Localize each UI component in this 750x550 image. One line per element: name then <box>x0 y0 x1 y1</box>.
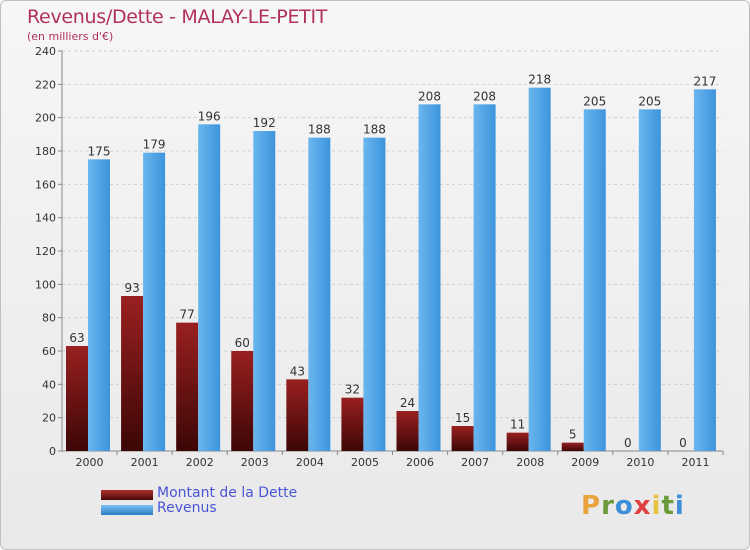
logo-letter: r <box>601 491 615 521</box>
y-tick-label: 120 <box>35 245 56 258</box>
data-label-revenus: 208 <box>418 89 441 103</box>
bar-dette <box>561 442 584 451</box>
data-label-dette: 0 <box>679 436 687 450</box>
y-tick-label: 0 <box>49 445 56 458</box>
data-label-revenus: 196 <box>198 109 221 123</box>
data-label-revenus: 217 <box>693 74 716 88</box>
chart-subtitle: (en milliers d'€) <box>27 30 114 43</box>
data-label-dette: 43 <box>290 364 305 378</box>
x-tick-label: 2008 <box>516 456 544 469</box>
bar-revenus <box>88 159 110 452</box>
bar-dette <box>396 411 419 451</box>
x-tick-label: 2007 <box>461 456 489 469</box>
x-tick-label: 2005 <box>351 456 379 469</box>
data-label-dette: 93 <box>124 281 139 295</box>
x-tick-label: 2003 <box>241 456 269 469</box>
bar-dette <box>66 346 88 451</box>
data-label-revenus: 205 <box>583 94 606 108</box>
bar-dette <box>286 379 309 451</box>
legend-label-revenus: Revenus <box>157 500 217 516</box>
proxiti-logo: Proxiti <box>581 491 685 521</box>
data-label-dette: 32 <box>345 383 360 397</box>
data-label-dette: 11 <box>510 418 525 432</box>
data-label-revenus: 192 <box>253 116 276 130</box>
logo-letter: i <box>651 491 662 521</box>
x-tick-label: 2011 <box>681 456 709 469</box>
data-label-dette: 24 <box>400 396 415 410</box>
data-label-dette: 77 <box>180 308 195 322</box>
data-label-dette: 5 <box>569 428 577 442</box>
x-tick-label: 2010 <box>626 456 654 469</box>
legend-swatch-dette <box>101 490 153 500</box>
bar-dette <box>451 426 474 451</box>
y-tick-label: 180 <box>35 145 56 158</box>
bar-revenus <box>528 87 551 452</box>
chart-title: Revenus/Dette - MALAY-LE-PETIT <box>27 6 328 28</box>
data-label-revenus: 205 <box>638 94 661 108</box>
logo-letter: P <box>581 491 602 521</box>
data-label-revenus: 208 <box>473 89 496 103</box>
data-label-revenus: 188 <box>363 123 386 137</box>
bar-revenus <box>253 131 276 451</box>
data-label-revenus: 179 <box>143 138 166 152</box>
bar-revenus <box>638 109 661 451</box>
bar-dette <box>231 351 254 451</box>
bar-revenus <box>693 89 716 451</box>
bar-dette <box>121 296 144 451</box>
y-tick-label: 40 <box>42 378 56 391</box>
x-tick-label: 2001 <box>131 456 159 469</box>
y-tick-label: 80 <box>42 312 56 325</box>
bar-revenus <box>143 152 166 451</box>
bar-revenus <box>418 104 441 451</box>
legend-label-dette: Montant de la Dette <box>157 485 298 501</box>
bar-dette <box>506 432 529 451</box>
bar-revenus <box>308 137 331 451</box>
logo-letter: x <box>633 491 652 521</box>
x-tick-label: 2002 <box>186 456 214 469</box>
y-tick-label: 140 <box>35 212 56 225</box>
y-tick-label: 200 <box>35 112 56 125</box>
data-label-revenus: 218 <box>528 73 551 87</box>
bar-revenus <box>583 109 606 451</box>
logo-letter: i <box>674 491 685 521</box>
y-tick-label: 20 <box>42 412 56 425</box>
logo-letter: o <box>614 491 634 521</box>
y-tick-label: 160 <box>35 178 56 191</box>
y-tick-label: 220 <box>35 78 56 91</box>
data-label-dette: 63 <box>69 331 84 345</box>
data-label-dette: 60 <box>235 336 250 350</box>
data-label-dette: 15 <box>455 411 470 425</box>
bar-revenus <box>198 124 221 451</box>
x-tick-label: 2000 <box>76 456 104 469</box>
data-label-revenus: 188 <box>308 123 331 137</box>
bar-revenus <box>363 137 386 451</box>
x-tick-label: 2004 <box>296 456 324 469</box>
y-tick-label: 240 <box>35 45 56 58</box>
bar-dette <box>341 397 364 451</box>
bar-revenus <box>473 104 496 451</box>
logo-letter: t <box>661 491 675 521</box>
y-tick-label: 100 <box>35 278 56 291</box>
data-label-revenus: 175 <box>88 144 111 158</box>
data-label-dette: 0 <box>624 436 632 450</box>
x-tick-label: 2006 <box>406 456 434 469</box>
y-tick-label: 60 <box>42 345 56 358</box>
bar-dette <box>176 322 199 451</box>
x-tick-label: 2009 <box>571 456 599 469</box>
legend-swatch-revenus <box>101 505 153 515</box>
